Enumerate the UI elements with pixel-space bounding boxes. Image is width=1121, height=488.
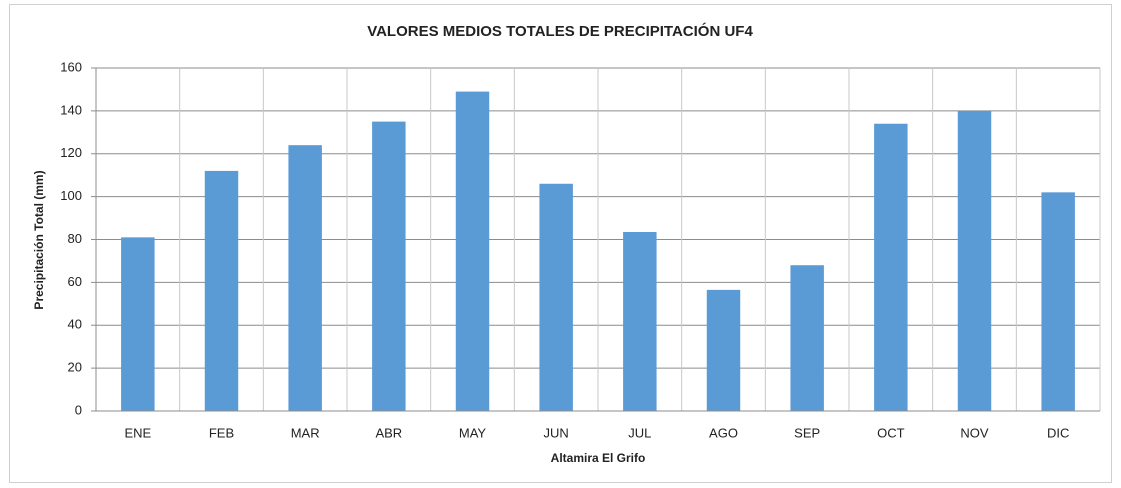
y-tick-label: 80 (68, 231, 82, 246)
y-axis-title: Precipitación Total (mm) (32, 170, 46, 309)
bar (288, 145, 322, 412)
bar (204, 170, 239, 411)
x-tick-label: ABR (375, 425, 402, 440)
y-tick-label: 20 (68, 360, 82, 375)
x-tick-label: MAY (459, 425, 487, 440)
x-tick-label: NOV (960, 425, 989, 440)
y-tick-label: 140 (60, 102, 82, 117)
bar (623, 231, 657, 411)
x-tick-label: OCT (877, 425, 905, 440)
bar (1041, 192, 1075, 411)
x-tick-label: MAR (291, 425, 320, 440)
x-tick-label: DIC (1047, 425, 1069, 440)
x-tick-label: FEB (209, 425, 234, 440)
bar (455, 91, 490, 412)
y-tick-label: 0 (75, 402, 82, 417)
x-tick-label: JUN (544, 425, 569, 440)
bar (706, 289, 741, 411)
bar (372, 121, 406, 411)
chart-title: VALORES MEDIOS TOTALES DE PRECIPITACIÓN … (367, 22, 753, 40)
y-tick-label: 100 (60, 188, 82, 203)
x-tick-label: ENE (124, 425, 151, 440)
bar (874, 123, 908, 412)
bar (957, 110, 992, 411)
bar (539, 183, 573, 411)
y-tick-label: 160 (60, 59, 82, 74)
y-tick-label: 40 (68, 317, 82, 332)
x-tick-label: JUL (628, 425, 651, 440)
x-tick-label: AGO (709, 425, 738, 440)
y-tick-label: 120 (60, 145, 82, 160)
y-tick-label: 60 (68, 274, 82, 289)
x-tick-label: SEP (794, 425, 820, 440)
x-axis-title: Altamira El Grifo (551, 451, 646, 465)
bar (790, 265, 824, 411)
bar (121, 237, 155, 411)
